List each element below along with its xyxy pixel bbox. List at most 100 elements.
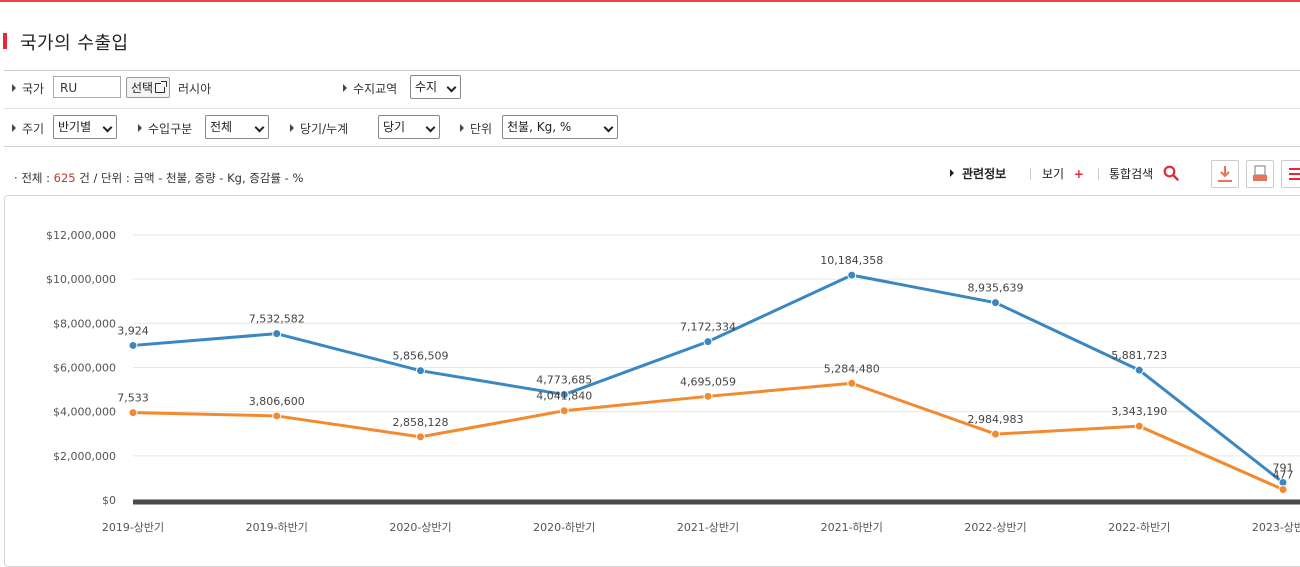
- data-point: [128, 408, 138, 418]
- data-label: 477: [1273, 468, 1294, 481]
- trade-select[interactable]: 수지: [410, 75, 461, 99]
- data-point: [1134, 421, 1144, 431]
- chevron-down-icon: [102, 122, 113, 133]
- view-link[interactable]: 보기 +: [1042, 167, 1084, 181]
- term-select[interactable]: 당기: [378, 115, 440, 139]
- data-point: [272, 329, 282, 339]
- data-label: 4,773,685: [536, 374, 592, 387]
- page-title: 국가의 수출입: [20, 33, 129, 54]
- bullet-arrow-icon: [343, 84, 347, 92]
- data-point: [416, 366, 425, 376]
- trade-label: 수지교역: [343, 80, 397, 97]
- y-tick-label: $12,000,000: [46, 229, 116, 242]
- data-point: [991, 429, 1000, 439]
- data-point: [272, 411, 282, 421]
- data-label: 3,343,190: [1111, 405, 1167, 418]
- result-summary: · 전체 : 625 건 / 단위 : 금액 - 천불, 중량 - Kg, 증감…: [14, 171, 304, 185]
- bullet-arrow-icon: [950, 169, 954, 177]
- x-tick-label: 2021-하반기: [821, 520, 883, 534]
- y-tick-label: $4,000,000: [53, 406, 116, 419]
- data-point: [703, 337, 713, 347]
- y-tick-label: $6,000,000: [53, 362, 116, 375]
- chevron-down-icon: [254, 122, 265, 133]
- country-label: 국가: [12, 80, 44, 97]
- y-tick-label: $8,000,000: [53, 317, 116, 330]
- bullet-arrow-icon: [290, 124, 294, 132]
- chevron-down-icon: [446, 82, 457, 93]
- country-name: 러시아: [178, 82, 212, 96]
- y-tick-label: $2,000,000: [53, 450, 116, 463]
- top-accent-line: [0, 0, 1300, 2]
- data-point: [703, 391, 713, 401]
- data-point: [559, 406, 569, 416]
- x-tick-label: 2020-하반기: [533, 520, 595, 534]
- plus-icon: +: [1073, 167, 1084, 181]
- data-label: 4,695,059: [680, 375, 736, 388]
- data-label: 791: [1273, 462, 1294, 475]
- x-tick-label: 2021-상반기: [677, 521, 739, 534]
- x-tick-label: 2022-하반기: [1108, 520, 1170, 534]
- external-link-icon: [155, 81, 168, 93]
- line-chart: $0 $2,000,000 $4,000,000 $6,000,000 $8,000,0…: [46, 229, 1300, 534]
- download-button[interactable]: [1211, 160, 1239, 188]
- bullet-arrow-icon: [460, 124, 464, 132]
- data-point: [559, 390, 569, 400]
- country-select-button[interactable]: 선택: [126, 77, 171, 98]
- data-point: [128, 340, 138, 350]
- chart-frame: $0 $2,000,000 $4,000,000 $6,000,000 $8,000,0…: [4, 195, 1300, 567]
- data-label: 5,856,509: [393, 350, 449, 363]
- data-point: [991, 298, 1000, 308]
- link-separator: [1098, 168, 1099, 180]
- print-button[interactable]: [1246, 160, 1274, 188]
- chevron-down-icon: [425, 122, 436, 133]
- x-tick-label: 2020-상반기: [389, 521, 451, 534]
- period-select[interactable]: 반기별: [53, 115, 117, 139]
- data-label: 2,858,128: [393, 416, 449, 429]
- period-label: 주기: [12, 120, 44, 137]
- bullet-arrow-icon: [138, 124, 142, 132]
- data-label: 4,041,840: [536, 390, 592, 403]
- data-point: [1134, 365, 1144, 375]
- data-point: [416, 432, 425, 442]
- bullet-dot: ·: [14, 171, 22, 185]
- download-icon: [1218, 166, 1232, 182]
- bullet-arrow-icon: [12, 84, 16, 92]
- data-label: 5,284,480: [824, 362, 880, 375]
- menu-button[interactable]: [1281, 160, 1300, 188]
- title-accent-bar: [3, 33, 7, 49]
- data-point: [847, 378, 857, 388]
- data-label: 8,935,639: [968, 282, 1024, 295]
- related-info-link[interactable]: 관련정보: [950, 165, 1006, 182]
- data-label: 7,533: [117, 392, 149, 405]
- y-tick-label: $0: [102, 494, 116, 507]
- data-label: 2,984,983: [968, 413, 1024, 426]
- chevron-down-icon: [603, 122, 614, 133]
- data-point: [847, 270, 857, 280]
- filter-divider: [4, 108, 1300, 109]
- import-type-label: 수입구분: [138, 120, 192, 137]
- country-code-input[interactable]: RU: [53, 76, 121, 98]
- data-label: 3,924: [117, 324, 149, 337]
- x-tick-label: 2022-상반기: [964, 521, 1026, 534]
- term-label: 당기/누계: [290, 120, 348, 137]
- x-tick-label: 2019-상반기: [102, 521, 164, 534]
- data-label: 10,184,358: [820, 254, 883, 267]
- y-tick-label: $10,000,000: [46, 273, 116, 286]
- unit-select[interactable]: 천불, Kg, %: [502, 115, 618, 139]
- x-tick-label: 2023-상반기: [1252, 521, 1300, 534]
- print-icon: [1253, 165, 1267, 181]
- x-tick-label: 2019-하반기: [246, 520, 308, 534]
- menu-icon: [1289, 168, 1300, 180]
- data-label: 5,881,723: [1111, 349, 1167, 362]
- data-point: [1278, 484, 1288, 494]
- data-label: 3,806,600: [249, 395, 305, 408]
- integrated-search-link[interactable]: 통합검색: [1109, 165, 1179, 182]
- result-count: 625: [53, 171, 76, 185]
- import-type-select[interactable]: 전체: [205, 115, 269, 139]
- search-icon: [1163, 165, 1179, 181]
- data-label: 7,172,334: [680, 321, 736, 334]
- unit-label: 단위: [460, 120, 492, 137]
- data-label: 7,532,582: [249, 313, 305, 326]
- link-separator: [1030, 168, 1031, 180]
- bullet-arrow-icon: [12, 124, 16, 132]
